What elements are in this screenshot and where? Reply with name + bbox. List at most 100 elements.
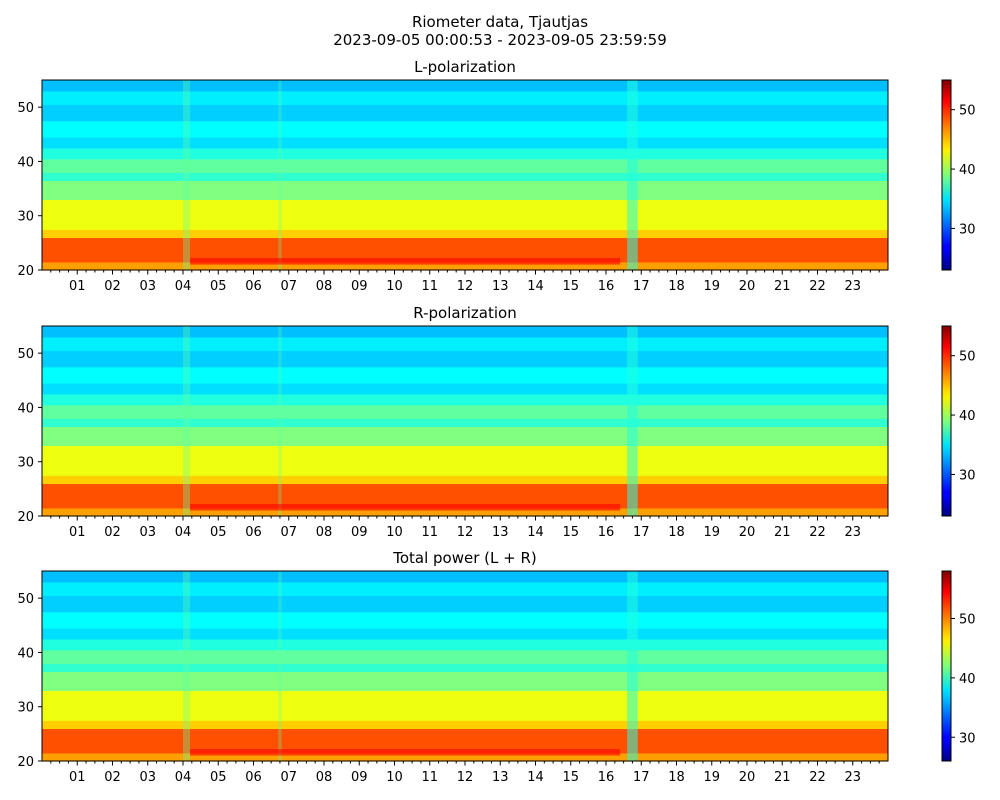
- colorbar-tick-label: 40: [959, 409, 976, 424]
- x-tick-label: 15: [562, 770, 579, 785]
- colorbar-tick-label: 30: [959, 468, 976, 483]
- heatmap-feature: [190, 749, 621, 756]
- x-tick-label: 06: [245, 279, 262, 294]
- x-tick-label: 08: [316, 525, 333, 540]
- heatmap-band: [42, 426, 888, 447]
- x-tick-label: 07: [280, 770, 297, 785]
- heatmap-band: [42, 137, 888, 149]
- x-tick-label: 08: [316, 770, 333, 785]
- y-tick-label: 50: [17, 347, 34, 362]
- y-tick-label: 30: [17, 701, 34, 716]
- heatmap-image: [42, 326, 888, 517]
- x-tick-label: 06: [245, 525, 262, 540]
- x-tick-label: 18: [668, 525, 685, 540]
- x-tick-label: 01: [69, 525, 86, 540]
- colorbar-tick-label: 30: [959, 222, 976, 237]
- x-tick-label: 06: [245, 770, 262, 785]
- heatmap-band: [42, 595, 888, 613]
- x-tick-label: 01: [69, 279, 86, 294]
- x-tick-label: 19: [703, 279, 720, 294]
- x-tick-label: 19: [703, 770, 720, 785]
- x-tick-label: 14: [527, 770, 544, 785]
- panel-title: Total power (L + R): [392, 549, 537, 567]
- panel-1: L-polarization 20 30 40 50 01 02 03 04 05 06 07 08 09…: [17, 58, 975, 294]
- heatmap-band: [42, 199, 888, 230]
- panel-3: Total power (L + R) 20 30 40 50 01 02 03 04 05 06 0…: [17, 549, 975, 785]
- colorbar-tick-label: 30: [959, 731, 976, 746]
- x-tick-label: 12: [457, 770, 474, 785]
- x-tick-label: 03: [139, 525, 156, 540]
- heatmap-band: [42, 752, 888, 762]
- heatmap-feature: [278, 326, 282, 516]
- heatmap-feature: [183, 80, 191, 270]
- x-tick-label: 20: [739, 279, 756, 294]
- heatmap-band: [42, 404, 888, 419]
- x-tick-label: 12: [457, 525, 474, 540]
- colorbar-tick-label: 40: [959, 672, 976, 687]
- y-tick-label: 40: [17, 155, 34, 170]
- x-tick-label: 13: [492, 525, 509, 540]
- heatmap-band: [42, 638, 888, 651]
- x-tick-label: 22: [809, 770, 826, 785]
- heatmap-band: [42, 104, 888, 122]
- x-tick-label: 17: [633, 525, 650, 540]
- x-tick-label: 01: [69, 770, 86, 785]
- x-tick-label: 15: [562, 525, 579, 540]
- heatmap-band: [42, 383, 888, 395]
- heatmap-band: [42, 229, 888, 239]
- x-tick-label: 08: [316, 279, 333, 294]
- x-tick-label: 04: [175, 279, 192, 294]
- heatmap-band: [42, 418, 888, 428]
- x-tick-label: 02: [104, 525, 121, 540]
- heatmap-band: [42, 366, 888, 384]
- x-tick-label: 10: [386, 279, 403, 294]
- x-tick-label: 11: [421, 525, 438, 540]
- heatmap-band: [42, 393, 888, 406]
- heatmap-band: [42, 581, 888, 597]
- heatmap-feature: [278, 571, 282, 761]
- x-tick-label: 02: [104, 770, 121, 785]
- x-tick-label: 19: [703, 525, 720, 540]
- x-tick-label: 22: [809, 279, 826, 294]
- heatmap-band: [42, 120, 888, 138]
- x-tick-label: 09: [351, 279, 368, 294]
- x-tick-label: 17: [633, 770, 650, 785]
- x-tick-label: 21: [774, 279, 791, 294]
- x-tick-label: 15: [562, 279, 579, 294]
- heatmap-feature: [183, 571, 191, 761]
- x-tick-label: 04: [175, 770, 192, 785]
- x-tick-label: 11: [421, 770, 438, 785]
- colorbar: 30 40 50: [941, 325, 976, 517]
- x-tick-label: 04: [175, 525, 192, 540]
- heatmap-feature: [190, 258, 621, 265]
- x-tick-label: 16: [598, 525, 615, 540]
- heatmap-band: [42, 720, 888, 730]
- heatmap-image: [42, 80, 888, 271]
- x-tick-label: 03: [139, 279, 156, 294]
- x-tick-label: 07: [280, 525, 297, 540]
- heatmap-feature: [183, 326, 191, 516]
- y-tick-label: 40: [17, 401, 34, 416]
- heatmap-band: [42, 475, 888, 485]
- figure-subtitle: 2023-09-05 00:00:53 - 2023-09-05 23:59:5…: [333, 31, 667, 49]
- colorbar: 30 40 50: [941, 79, 976, 271]
- colorbar: 30 40 50: [941, 570, 976, 762]
- x-tick-label: 02: [104, 279, 121, 294]
- heatmap-image: [42, 571, 888, 762]
- heatmap-band: [42, 628, 888, 640]
- x-tick-label: 10: [386, 525, 403, 540]
- x-tick-label: 20: [739, 525, 756, 540]
- heatmap-band: [42, 180, 888, 201]
- y-tick-label: 30: [17, 210, 34, 225]
- heatmap-band: [42, 261, 888, 271]
- x-tick-label: 21: [774, 770, 791, 785]
- x-tick-label: 23: [844, 525, 861, 540]
- x-tick-label: 16: [598, 770, 615, 785]
- heatmap-band: [42, 147, 888, 160]
- panel-title: L-polarization: [414, 58, 516, 76]
- x-tick-label: 09: [351, 525, 368, 540]
- heatmap-band: [42, 571, 888, 583]
- x-tick-label: 09: [351, 770, 368, 785]
- colorbar-gradient: [941, 570, 952, 762]
